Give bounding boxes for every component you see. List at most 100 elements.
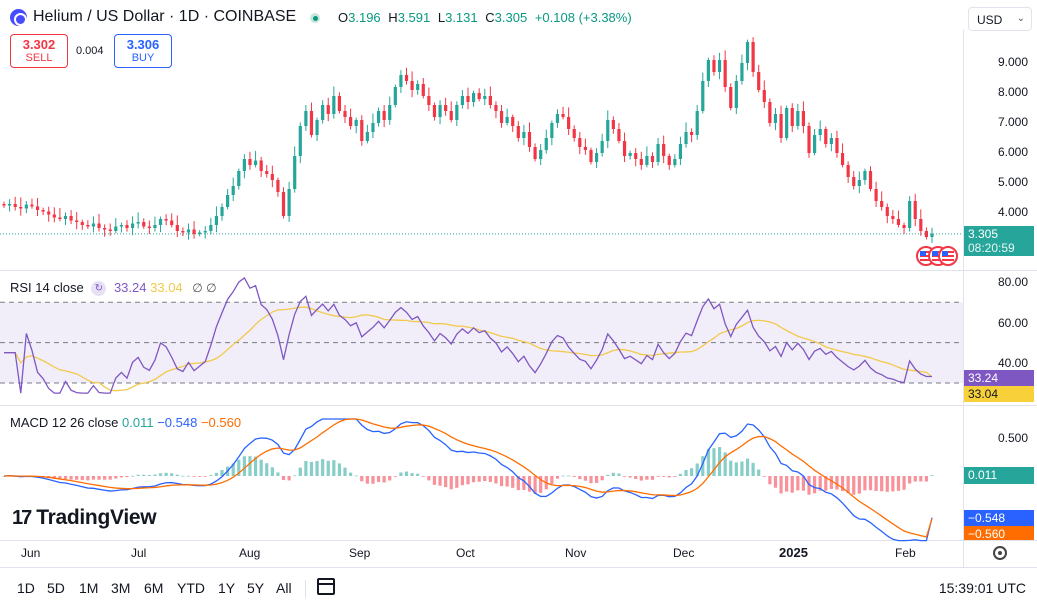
range-1y-button[interactable]: 1Y xyxy=(218,580,236,596)
candle-body xyxy=(2,204,6,206)
macd-histogram-bar xyxy=(309,461,314,476)
macd-histogram-bar xyxy=(477,476,481,482)
candle-body xyxy=(779,114,783,138)
candle-body xyxy=(868,171,873,189)
candle-body xyxy=(885,207,889,216)
macd-histogram-bar xyxy=(857,476,861,494)
candle-body xyxy=(734,81,738,108)
macd-histogram-bar xyxy=(471,476,476,483)
time-axis-label: Nov xyxy=(565,546,587,560)
buy-button[interactable]: 3.306 BUY xyxy=(114,34,172,68)
us-flag-icon[interactable] xyxy=(938,246,958,266)
helium-logo-icon xyxy=(10,9,27,26)
macd-histogram-bar xyxy=(701,456,705,476)
range-ytd-button[interactable]: YTD xyxy=(177,580,205,596)
macd-title: MACD 12 26 close xyxy=(10,415,119,430)
candle-body xyxy=(309,111,314,135)
candle-body xyxy=(198,232,202,234)
macd-histogram-bar xyxy=(237,459,241,476)
range-6m-button[interactable]: 6M xyxy=(144,580,164,596)
last-price-tag: 3.305 08:20:59 xyxy=(964,226,1034,256)
candle-body xyxy=(505,117,509,123)
range-5d-button[interactable]: 5D xyxy=(47,580,65,596)
market-status-icon[interactable] xyxy=(310,13,320,23)
range-5y-button[interactable]: 5Y xyxy=(247,580,265,596)
sell-button[interactable]: 3.302 SELL xyxy=(10,34,68,68)
macd-histogram-bar xyxy=(382,476,386,483)
time-axis-label: Oct xyxy=(456,546,475,560)
macd-histogram-bar xyxy=(2,476,6,477)
calendar-icon[interactable] xyxy=(317,578,335,595)
close-value: 3.305 xyxy=(494,10,528,25)
candle-body xyxy=(276,180,280,192)
rsi-line xyxy=(4,276,933,394)
macd-histogram-bar xyxy=(371,476,375,484)
chart-settings-icon[interactable] xyxy=(993,546,1007,560)
macd-histogram-bar xyxy=(376,476,381,482)
open-value: 3.196 xyxy=(348,10,381,25)
candle-body xyxy=(527,132,532,147)
macd-histogram-bar xyxy=(919,476,923,482)
candle-body xyxy=(354,120,358,126)
candle-body xyxy=(24,204,28,209)
candle-body xyxy=(606,120,610,141)
currency-select[interactable]: USD ⌄ xyxy=(968,7,1032,31)
candle-body xyxy=(114,226,118,231)
macd-histogram-bar xyxy=(745,458,750,476)
macd-histogram-bar xyxy=(516,476,520,491)
macd-hist-value: 0.011 xyxy=(122,415,154,430)
candle-body xyxy=(203,231,207,233)
candle-body xyxy=(729,87,733,108)
rsi-axis-label: 80.00 xyxy=(997,275,1028,289)
range-1d-button[interactable]: 1D xyxy=(17,580,35,596)
economic-events[interactable] xyxy=(916,246,960,268)
candle-body xyxy=(281,192,286,216)
candle-body xyxy=(253,160,258,165)
time-axis-label: Jun xyxy=(21,546,41,560)
macd-histogram-bar xyxy=(902,476,906,490)
rsi-legend[interactable]: RSI 14 close ↻ 33.24 33.04 ∅ ∅ xyxy=(10,280,217,297)
macd-histogram-bar xyxy=(908,476,912,484)
candle-body xyxy=(840,153,845,165)
macd-histogram-bar xyxy=(930,475,934,476)
macd-histogram-bar xyxy=(567,475,571,477)
refresh-icon[interactable]: ↻ xyxy=(91,281,107,297)
range-1m-button[interactable]: 1M xyxy=(79,580,99,596)
candle-body xyxy=(371,123,375,132)
chart-canvas[interactable] xyxy=(0,0,1037,567)
candle-body xyxy=(829,138,833,144)
macd-histogram-bar xyxy=(242,456,246,476)
candle-body xyxy=(499,111,504,123)
macd-histogram-bar xyxy=(293,475,297,477)
buy-label: BUY xyxy=(131,52,155,64)
macd-histogram-bar xyxy=(214,472,219,476)
symbol-title[interactable]: Helium / US Dollar · 1D · COINBASE xyxy=(33,8,297,25)
macd-histogram-bar xyxy=(287,476,291,481)
rsi-axis-label: 60.00 xyxy=(997,316,1028,330)
macd-histogram-bar xyxy=(220,470,224,476)
candle-body xyxy=(382,111,386,120)
macd-histogram-bar xyxy=(645,476,649,480)
macd-histogram-bar xyxy=(533,476,537,494)
candle-body xyxy=(544,138,548,150)
macd-histogram-bar xyxy=(779,476,783,494)
range-all-button[interactable]: All xyxy=(276,580,292,596)
candle-body xyxy=(684,132,688,144)
macd-histogram-bar xyxy=(438,476,442,486)
macd-histogram-bar xyxy=(768,476,772,485)
utc-clock[interactable]: 15:39:01 UTC xyxy=(938,580,1026,596)
macd-histogram-bar xyxy=(432,476,437,485)
range-3m-button[interactable]: 3M xyxy=(111,580,131,596)
macd-histogram-bar xyxy=(522,476,526,490)
candle-body xyxy=(108,229,112,231)
candle-body xyxy=(695,111,699,135)
macd-legend[interactable]: MACD 12 26 close 0.011 −0.548 −0.560 xyxy=(10,415,241,430)
macd-tag: −0.548 xyxy=(964,510,1034,527)
macd-histogram-bar xyxy=(790,476,794,493)
candle-body xyxy=(880,201,884,207)
macd-histogram-bar xyxy=(622,476,627,477)
macd-histogram-bar xyxy=(913,476,917,482)
macd-histogram-bar xyxy=(337,463,342,476)
macd-histogram-bar xyxy=(427,476,431,481)
macd-histogram-bar xyxy=(667,476,671,478)
